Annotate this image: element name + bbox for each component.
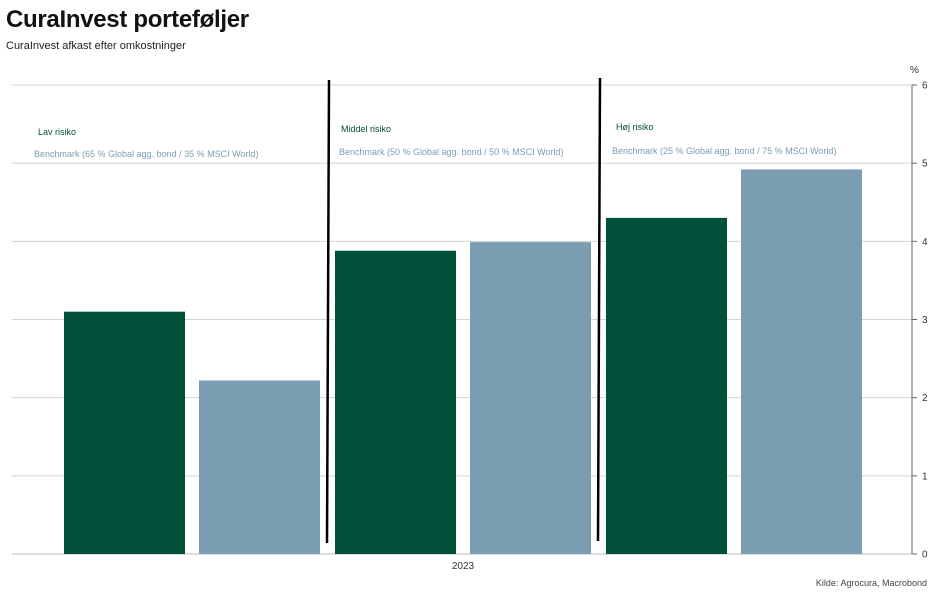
x-category-label: 2023: [452, 561, 475, 572]
bar-benchmark: [470, 242, 591, 555]
y-tick-label: 2: [922, 393, 928, 404]
benchmark-label: Benchmark (65 % Global agg. bond / 35 % …: [34, 149, 258, 159]
bar-portfolio: [335, 250, 456, 555]
y-tick-label: 3: [922, 315, 928, 326]
chart-title: CuraInvest porteføljer: [6, 6, 249, 33]
bar-benchmark: [199, 380, 320, 554]
y-tick-label: 0: [922, 550, 928, 561]
group-name-label: Lav risiko: [38, 127, 76, 137]
y-tick-label: 6: [922, 81, 928, 92]
source-note: Kilde: Agrocura, Macrobond: [815, 578, 927, 588]
y-tick-label: 1: [922, 471, 928, 482]
group-name-label: Middel risiko: [341, 124, 391, 134]
group-divider: [325, 79, 331, 544]
benchmark-label: Benchmark (50 % Global agg. bond / 50 % …: [339, 147, 563, 157]
bar-portfolio: [606, 217, 727, 554]
group-divider: [596, 77, 602, 542]
y-tick-label: 5: [922, 159, 928, 170]
bar-portfolio: [64, 311, 185, 554]
y-axis-unit: %: [910, 65, 919, 76]
benchmark-label: Benchmark (25 % Global agg. bond / 75 % …: [612, 146, 836, 156]
chart-subtitle: CuraInvest afkast efter omkostninger: [6, 40, 186, 52]
y-tick-label: 4: [922, 237, 928, 248]
bar-benchmark: [741, 169, 862, 555]
group-name-label: Høj risiko: [616, 122, 654, 132]
